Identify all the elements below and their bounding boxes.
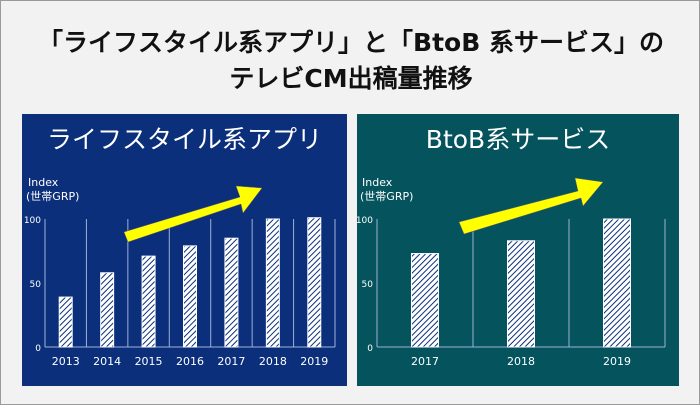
- y-axis-label: Index: [28, 176, 59, 189]
- y-tick-label: 50: [362, 280, 374, 290]
- y-tick-label: 100: [356, 216, 373, 226]
- x-tick-label: 2018: [259, 355, 287, 368]
- x-tick-label: 2017: [411, 355, 439, 368]
- bar-2019: [603, 218, 631, 348]
- bar-2016: [183, 245, 197, 348]
- y-axis-label-unit: (世帯GRP): [360, 190, 413, 203]
- y-tick-label: 0: [367, 344, 373, 354]
- trend-arrow: [458, 177, 604, 235]
- bar-2017: [411, 253, 439, 348]
- y-axis-label: Index: [362, 176, 393, 189]
- x-tick-label: 2017: [217, 355, 245, 368]
- y-tick-label: 50: [30, 280, 42, 290]
- main-title-line1: 「ライフスタイル系アプリ」と「BtoB 系サービス」の: [38, 28, 664, 57]
- x-tick-label: 2015: [135, 355, 163, 368]
- x-tick-label: 2018: [507, 355, 535, 368]
- panel-title: BtoB系サービス: [425, 125, 611, 154]
- y-tick-label: 100: [24, 216, 41, 226]
- bar-2018: [265, 218, 280, 348]
- trend-arrow: [123, 185, 263, 243]
- y-tick-label: 0: [35, 344, 41, 354]
- panel-title: ライフスタイル系アプリ: [46, 125, 322, 154]
- bar-2017: [224, 237, 239, 348]
- x-tick-label: 2016: [176, 355, 204, 368]
- x-tick-label: 2013: [52, 355, 80, 368]
- x-tick-label: 2019: [603, 355, 631, 368]
- x-tick-label: 2019: [300, 355, 328, 368]
- bar-2015: [141, 255, 156, 348]
- bar-2019: [307, 217, 322, 348]
- main-title-line2: テレビCM出稿量推移: [229, 64, 473, 93]
- bar-2013: [58, 296, 73, 348]
- bar-2014: [100, 272, 115, 348]
- bar-2018: [507, 240, 535, 348]
- y-axis-label-unit: (世帯GRP): [26, 190, 79, 203]
- x-tick-label: 2014: [93, 355, 121, 368]
